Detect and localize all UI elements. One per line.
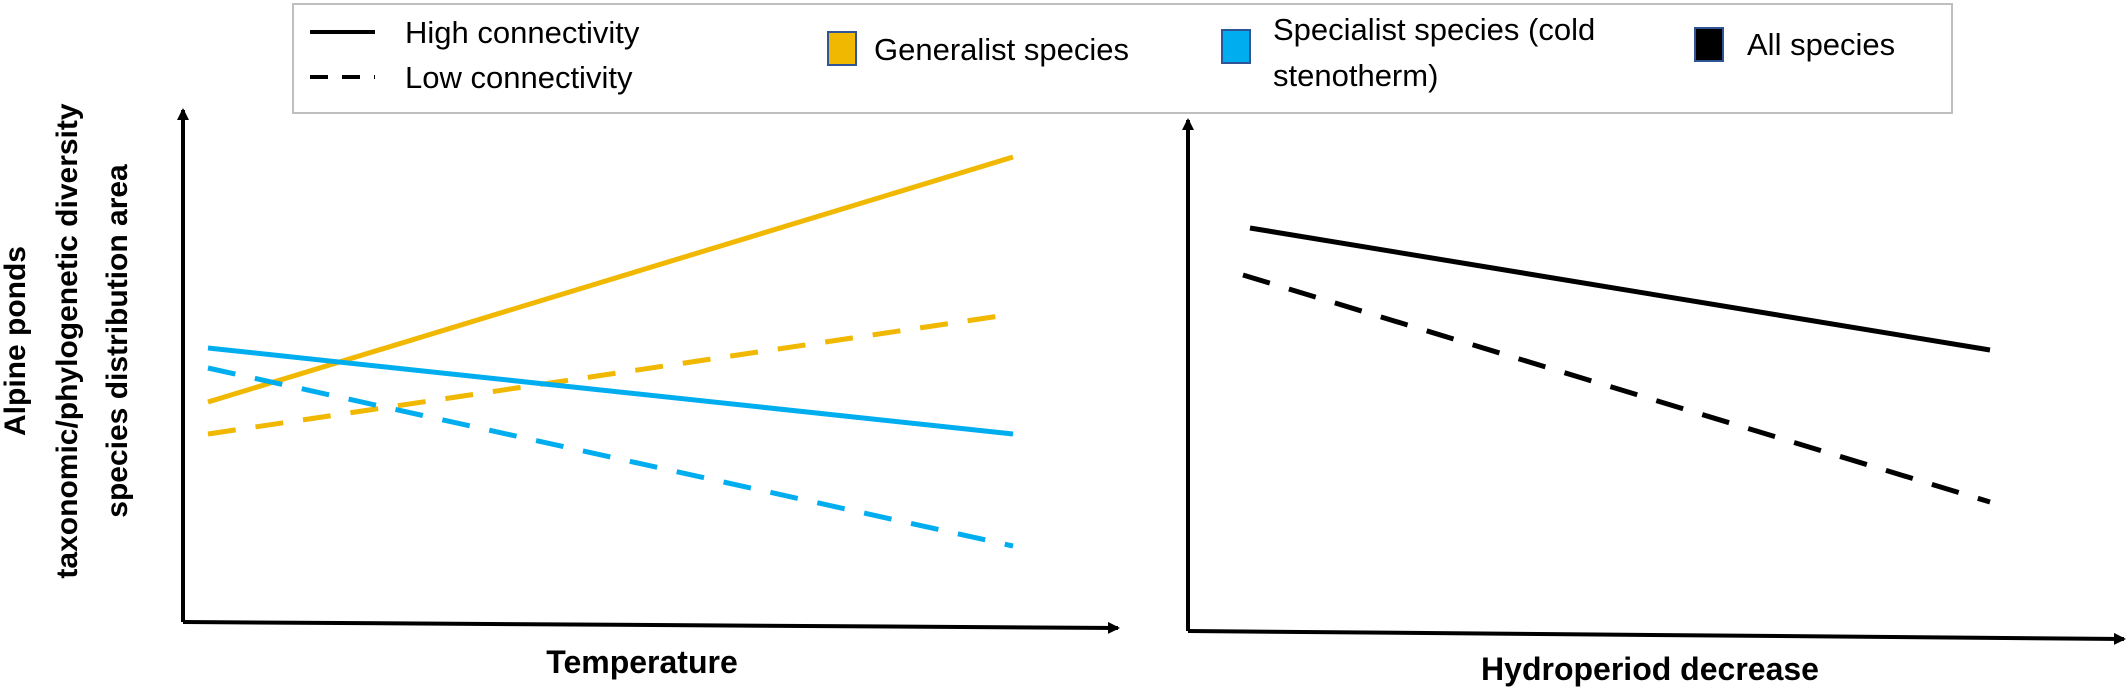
legend-box <box>292 3 1953 114</box>
panel2-x-axis-title: Hydroperiod decrease <box>1481 651 1819 687</box>
legend-label-low-connectivity: Low connectivity <box>405 60 633 95</box>
panel-hydroperiod: Hydroperiod decrease <box>1182 118 2126 687</box>
specialist-low-connectivity-line <box>207 365 1014 549</box>
y-axis-title-line3: species distribution area <box>101 164 134 518</box>
y-axis-title-line2: taxonomic/phylogenetic diversity <box>51 103 84 578</box>
legend-label-specialist-line1: Specialist species (cold <box>1273 12 1595 47</box>
panel2-x-axis <box>1187 629 2126 645</box>
legend-all-species-swatch <box>1694 27 1724 62</box>
legend-label-all-species: All species <box>1747 27 1895 62</box>
panel1-x-axis <box>182 620 1120 634</box>
y-axis-title: Alpine ponds taxonomic/phylogenetic dive… <box>0 103 134 578</box>
all-species-high-connectivity-line <box>1249 225 1991 353</box>
legend-generalist-swatch <box>827 31 857 66</box>
legend-label-generalist: Generalist species <box>874 32 1129 67</box>
all-species-low-connectivity-line <box>1242 272 1991 505</box>
legend-specialist-swatch <box>1221 29 1251 64</box>
y-axis-title-line1: Alpine ponds <box>0 246 32 436</box>
generalist-low-connectivity-line <box>207 311 1014 437</box>
legend: High connectivity Low connectivity Gener… <box>292 3 1953 114</box>
panel-temperature: Temperature <box>177 108 1120 680</box>
legend-label-specialist-line2: stenotherm) <box>1273 58 1438 93</box>
generalist-high-connectivity-line <box>207 154 1014 405</box>
specialist-high-connectivity-line <box>207 345 1014 437</box>
legend-label-high-connectivity: High connectivity <box>405 15 640 50</box>
panel1-x-axis-title: Temperature <box>546 644 737 680</box>
